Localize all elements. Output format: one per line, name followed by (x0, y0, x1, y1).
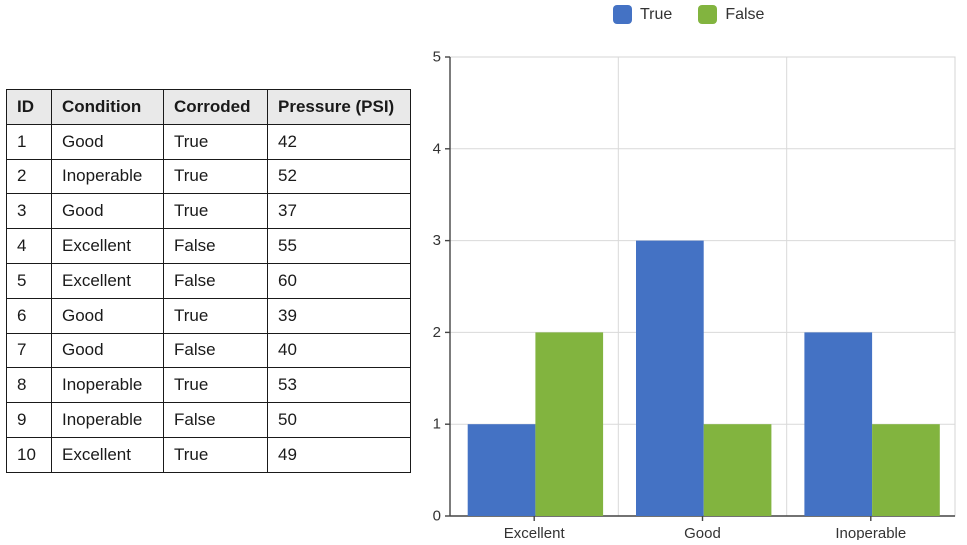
svg-text:0: 0 (433, 508, 441, 525)
svg-text:2: 2 (433, 324, 441, 341)
svg-text:Excellent: Excellent (504, 525, 566, 540)
svg-text:5: 5 (433, 49, 441, 66)
svg-text:1: 1 (433, 416, 441, 433)
svg-text:4: 4 (433, 140, 441, 157)
svg-text:Good: Good (684, 525, 721, 540)
svg-text:Inoperable: Inoperable (835, 525, 906, 540)
svg-text:3: 3 (433, 232, 441, 249)
